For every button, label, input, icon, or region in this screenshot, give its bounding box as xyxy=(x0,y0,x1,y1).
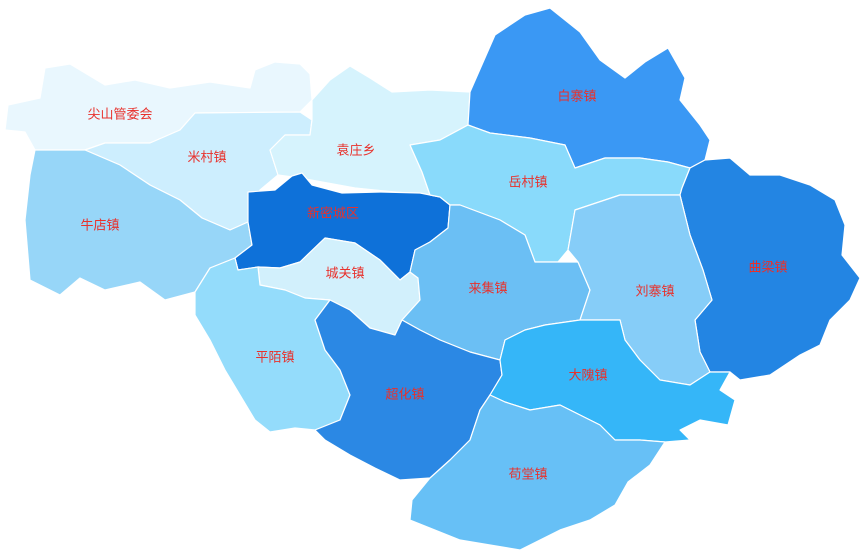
region-shape[interactable] xyxy=(409,394,666,551)
region-quliang[interactable]: 曲梁镇 xyxy=(679,157,861,381)
region-shape[interactable] xyxy=(679,157,861,381)
